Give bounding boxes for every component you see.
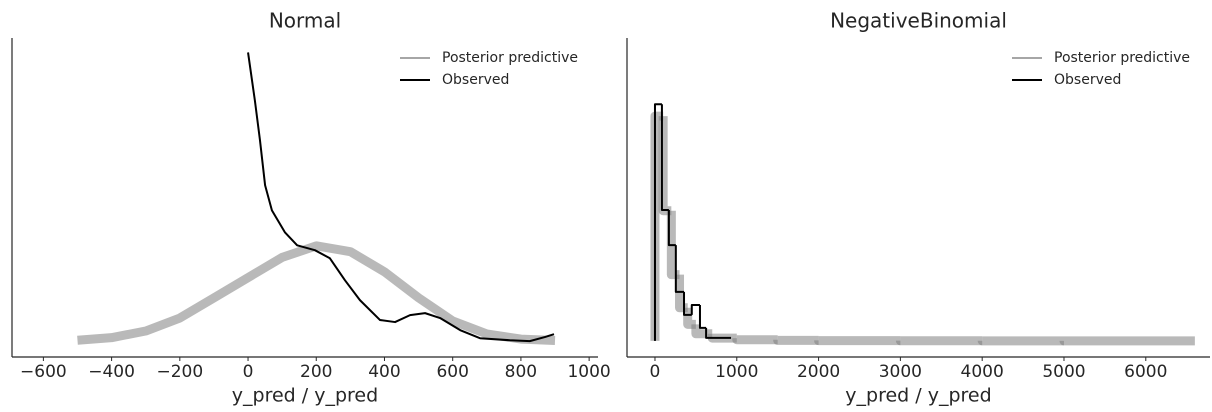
observed-curve xyxy=(247,52,555,343)
legend-label: Posterior predictive xyxy=(1054,50,1190,66)
observed-step xyxy=(683,291,692,316)
x-axis-label: y_pred / y_pred xyxy=(232,385,378,407)
x-tick-label: 1000 xyxy=(567,362,610,382)
x-tick-label: 800 xyxy=(505,362,537,382)
x-tick-label: 4000 xyxy=(961,362,1004,382)
x-tick-label: 5000 xyxy=(1042,362,1085,382)
observed-step xyxy=(705,327,732,339)
x-tick-label: 3000 xyxy=(879,362,922,382)
chart-title: NegativeBinomial xyxy=(830,9,1007,33)
observed-step xyxy=(653,103,662,341)
x-tick-label: −200 xyxy=(156,362,203,382)
legend-label: Posterior predictive xyxy=(442,50,578,66)
observed-step xyxy=(667,210,676,247)
x-tick-label: 2000 xyxy=(797,362,840,382)
x-tick-label: 6000 xyxy=(1124,362,1167,382)
observed-step xyxy=(698,304,707,329)
posterior-step xyxy=(773,335,819,345)
observed-step xyxy=(660,104,669,212)
posterior-step xyxy=(732,335,778,345)
posterior-curve xyxy=(77,241,556,346)
x-tick-label: 200 xyxy=(300,362,332,382)
chart-title: Normal xyxy=(269,9,341,33)
x-axis-label: y_pred / y_pred xyxy=(845,385,991,407)
posterior-step xyxy=(658,116,672,216)
x-tick-label: −400 xyxy=(88,362,135,382)
x-tick-label: −600 xyxy=(20,362,67,382)
x-tick-label: 0 xyxy=(650,362,661,382)
posterior-step xyxy=(691,324,713,339)
observed-step xyxy=(690,303,700,315)
x-tick-label: 400 xyxy=(368,362,400,382)
observed-step xyxy=(674,245,685,293)
x-tick-label: 0 xyxy=(243,362,254,382)
x-tick-label: 1000 xyxy=(715,362,758,382)
x-tick-label: 600 xyxy=(436,362,468,382)
legend-label: Observed xyxy=(442,72,509,88)
legend-label: Observed xyxy=(1054,72,1121,88)
